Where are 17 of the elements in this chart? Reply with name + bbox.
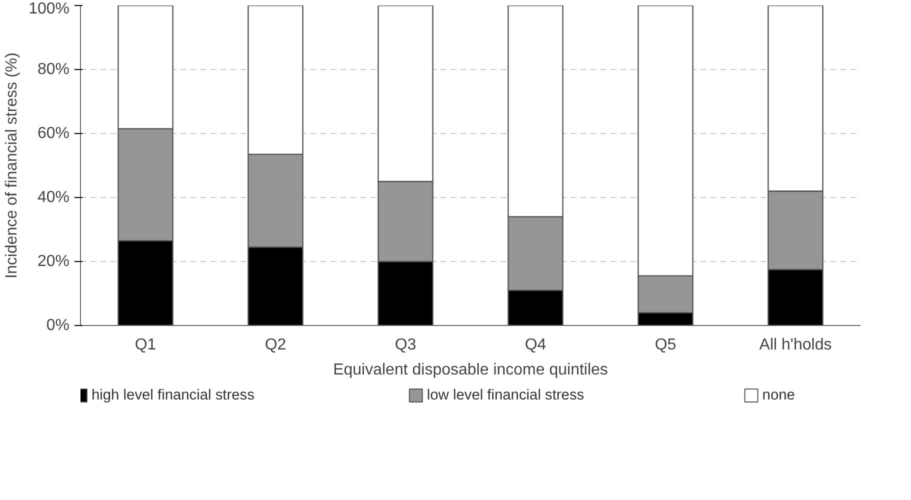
x-tick-label: Q3 bbox=[394, 336, 416, 354]
x-tick-label: Q2 bbox=[264, 336, 286, 354]
legend-label: none bbox=[762, 388, 795, 404]
x-axis-title: Equivalent disposable income quintiles bbox=[333, 362, 608, 378]
x-tick-label: All h'holds bbox=[759, 336, 832, 354]
x-tick-label: Q5 bbox=[654, 336, 676, 354]
y-tick-label: 0% bbox=[46, 317, 70, 334]
y-tick-label: 80% bbox=[37, 61, 70, 78]
y-tick-label: 100% bbox=[28, 0, 70, 18]
y-tick-label: 20% bbox=[37, 253, 70, 270]
y-axis-title: Incidence of financial stress (%) bbox=[4, 52, 21, 278]
legend-label: low level financial stress bbox=[426, 388, 584, 404]
y-tick-label: 40% bbox=[37, 189, 70, 206]
legend-label: high level financial stress bbox=[92, 388, 254, 404]
x-tick-label: Q1 bbox=[134, 336, 156, 354]
x-tick-label: Q4 bbox=[524, 336, 546, 354]
y-tick-label: 60% bbox=[37, 125, 70, 142]
